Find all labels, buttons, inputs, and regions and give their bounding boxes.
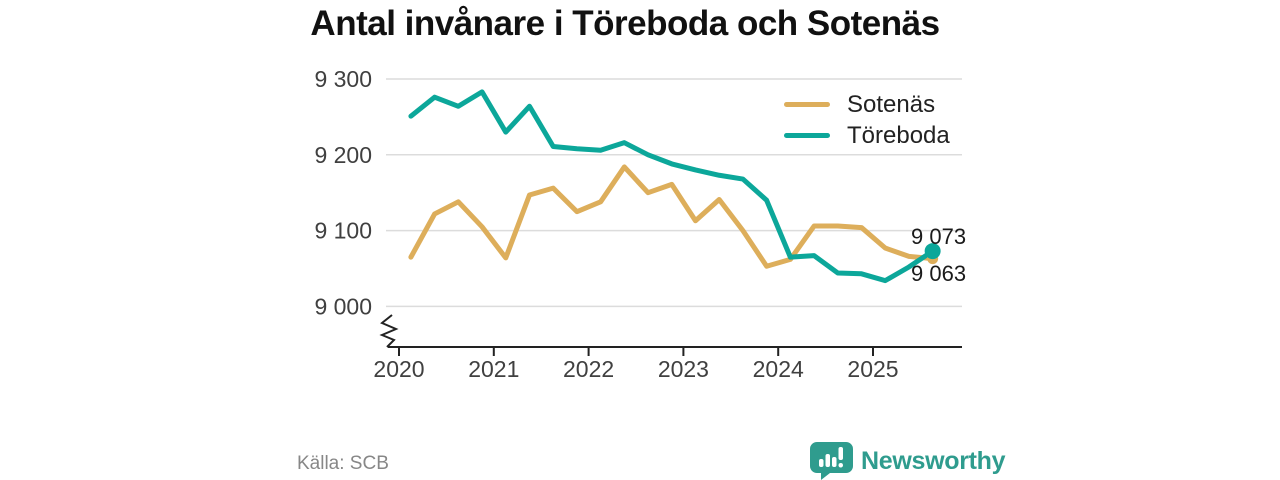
legend: Sotenäs Töreboda — [784, 89, 950, 151]
y-tick-label: 9 000 — [314, 293, 372, 319]
x-tick-label: 2023 — [658, 356, 709, 382]
toreboda-end-value-label: 9 073 — [911, 224, 967, 249]
newsworthy-logo-icon — [810, 442, 853, 480]
y-tick-label: 9 300 — [314, 66, 372, 92]
series-line-sotenäs — [408, 164, 936, 269]
newsworthy-wordmark: Newsworthy — [861, 446, 1006, 475]
newsworthy-brand: Newsworthy — [810, 442, 1006, 480]
sotenas-end-value-label: 9 063 — [911, 261, 967, 286]
x-tick-label: 2022 — [563, 356, 614, 382]
legend-item-sotenas: Sotenäs — [784, 89, 950, 120]
source-note: Källa: SCB — [297, 453, 389, 474]
sotenas-line-swatch — [784, 102, 830, 107]
toreboda-line-swatch — [784, 133, 830, 138]
x-tick-label: 2021 — [468, 356, 519, 382]
series-line-töreboda — [408, 89, 936, 284]
y-tick-label: 9 200 — [314, 142, 372, 168]
chart-title: Antal invånare i Töreboda och Sotenäs — [310, 4, 940, 43]
legend-item-toreboda: Töreboda — [784, 120, 950, 151]
axis-break-icon — [379, 314, 399, 348]
x-tick-label: 2025 — [847, 356, 898, 382]
toreboda-end-dot — [924, 243, 941, 260]
y-tick-label: 9 100 — [314, 218, 372, 244]
legend-label-sotenas: Sotenäs — [847, 90, 936, 118]
x-tick-label: 2020 — [373, 356, 424, 382]
legend-label-toreboda: Töreboda — [847, 121, 950, 149]
x-tick-label: 2024 — [753, 356, 804, 382]
